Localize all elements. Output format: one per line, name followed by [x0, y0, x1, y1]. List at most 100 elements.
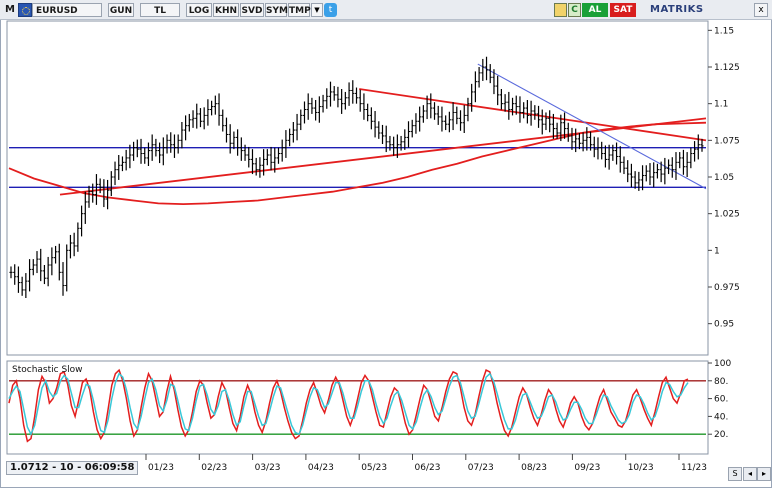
buy-button[interactable]: AL [582, 3, 608, 17]
ohlc-bar [276, 147, 281, 164]
ohlc-bar [603, 145, 608, 168]
stoch-tick-label: 80. [714, 377, 728, 387]
ohlc-bar [692, 141, 697, 162]
ohlc-bar [239, 137, 243, 161]
x-tick-label: 08/23 [521, 463, 547, 473]
ohlc-bar [559, 114, 563, 142]
ohlc-bar [20, 276, 24, 296]
ohlc-bar [652, 162, 656, 188]
ohlc-bar [429, 93, 433, 119]
ohlc-bar [117, 155, 121, 180]
symbol-field[interactable]: EURUSD [32, 3, 102, 17]
ohlc-bar [328, 81, 333, 107]
ohlc-bar [685, 152, 689, 177]
price-tick-label: 1.075 [714, 136, 740, 146]
ohlc-bar [280, 139, 284, 162]
stoch-tick-label: 100 [714, 359, 731, 369]
scroll-right-icon[interactable]: ▸ [757, 467, 771, 481]
ohlc-bar [343, 91, 347, 110]
ohlc-bar [53, 245, 58, 264]
ohlc-bar [98, 178, 102, 194]
ohlc-bar [577, 133, 582, 150]
ohlc-bar [618, 146, 622, 173]
ohlc-bar [13, 264, 17, 285]
ohlc-bar [351, 80, 355, 104]
ohlc-bar [689, 147, 693, 169]
ohlc-bar [611, 144, 615, 161]
ohlc-bar [614, 142, 619, 165]
ohlc-bar [384, 125, 388, 153]
ohlc-bar [380, 124, 385, 144]
ohlc-bar [83, 191, 87, 224]
tmp-button[interactable]: TMP [288, 3, 311, 17]
ohlc-bar [540, 109, 544, 135]
ohlc-bar [321, 94, 325, 113]
khn-button[interactable]: KHN [213, 3, 239, 17]
ohlc-bar [622, 156, 626, 175]
ohlc-bar [243, 144, 247, 161]
twitter-icon[interactable]: t [324, 3, 337, 17]
svd-button[interactable]: SVD [240, 3, 264, 17]
sym-button[interactable]: SYM [265, 3, 288, 17]
ohlc-bar [373, 111, 377, 138]
ohlc-bar [674, 152, 678, 180]
ohlc-bar [562, 112, 567, 139]
ohlc-bar [522, 102, 526, 119]
ohlc-bar [65, 244, 69, 292]
ohlc-bar [548, 110, 552, 133]
ohlc-bar [655, 163, 660, 179]
ohlc-bar [581, 132, 585, 152]
ohlc-bar [202, 107, 206, 130]
ohlc-bar [206, 99, 210, 126]
x-tick-label: 06/23 [415, 463, 441, 473]
ohlc-bar [666, 159, 671, 175]
ohlc-bar [254, 157, 258, 176]
ohlc-bar [414, 113, 418, 134]
x-tick-label: 11/23 [681, 463, 707, 473]
ohlc-bar [42, 265, 47, 285]
ohlc-bar [503, 94, 507, 112]
x-tick-label: 04/23 [308, 463, 334, 473]
period-button[interactable]: GUN [108, 3, 134, 17]
ohlc-bar [79, 205, 84, 237]
ohlc-bar [340, 89, 344, 114]
close-icon[interactable]: x [754, 3, 768, 17]
ohlc-bar [395, 134, 399, 158]
ohlc-bar [644, 165, 648, 182]
last-quote-readout: 1.0712 - 10 - 06:09:58 [6, 461, 138, 475]
price-tick-label: 1.15 [714, 26, 734, 36]
sync-icon[interactable]: S [728, 467, 742, 481]
ohlc-bar [600, 141, 604, 160]
ohlc-bar [607, 144, 611, 170]
edit-icon[interactable] [554, 3, 567, 17]
ohlc-bar [61, 262, 65, 296]
ohlc-bar [46, 256, 50, 287]
ohlc-bar [284, 130, 288, 158]
ohlc-bar [510, 97, 515, 116]
scroll-left-icon[interactable]: ◂ [743, 467, 757, 481]
ohlc-bar [325, 88, 329, 109]
ohlc-bar [574, 128, 578, 153]
sell-button[interactable]: SAT [610, 3, 636, 17]
ohlc-bar [670, 157, 674, 178]
ohlc-bar [314, 100, 318, 121]
ohlc-bar [678, 152, 682, 169]
ohlc-bar [418, 106, 422, 132]
main-menu-button[interactable]: M [5, 4, 15, 15]
ohlc-bar [68, 234, 73, 259]
ohlc-bar [648, 163, 652, 186]
ohlc-bar [525, 100, 529, 124]
log-button[interactable]: LOG [186, 3, 212, 17]
ohlc-bar [332, 86, 336, 101]
ohlc-bar [663, 157, 667, 185]
ohlc-bar [432, 102, 437, 120]
ohlc-bar [533, 105, 537, 120]
ohlc-bar [180, 122, 184, 149]
currency-button[interactable]: TL [140, 3, 180, 17]
ohlc-bar [217, 93, 221, 126]
ohlc-bar [35, 251, 39, 274]
refresh-icon[interactable]: C [568, 3, 581, 17]
ohlc-bar [347, 82, 351, 106]
chevron-down-icon[interactable]: ▼ [311, 3, 323, 17]
ohlc-bar [392, 136, 396, 156]
